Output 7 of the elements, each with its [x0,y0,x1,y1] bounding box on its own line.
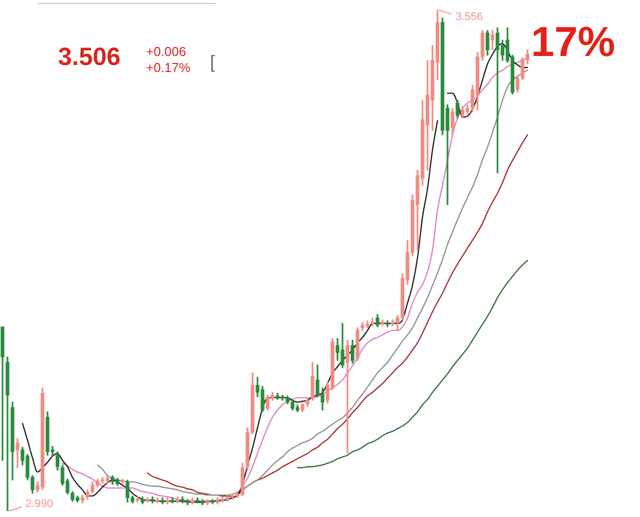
annotation: [ [210,52,216,72]
annotation: 3.506 [58,43,121,71]
text: 17% [531,18,616,65]
annotation: +0.006 [146,44,186,59]
annotation: +0.17% [146,60,190,75]
annotation: 3.556 [456,11,484,24]
annotation: 2.990 [26,498,54,510]
